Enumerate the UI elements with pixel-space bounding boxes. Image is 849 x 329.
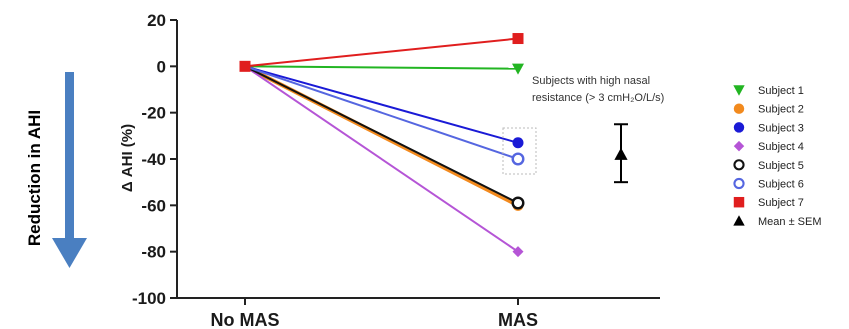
legend-label: Subject 4 <box>758 141 804 153</box>
mean-sem <box>614 123 628 184</box>
legend-label: Subject 1 <box>758 85 804 97</box>
legend-label: Subject 5 <box>758 160 804 172</box>
legend-item-subject-6: Subject 6 <box>733 177 804 191</box>
legend-item-subject-2: Subject 2 <box>733 103 804 116</box>
subject-7-point <box>512 33 524 45</box>
subject-1-line <box>244 65 519 70</box>
y-tick-label: -20 <box>141 104 166 123</box>
legend-marker-subject-5 <box>733 159 745 171</box>
reduction-arrow <box>52 72 87 268</box>
y-tick-label: -100 <box>132 289 166 308</box>
y-tick-label: 0 <box>157 57 166 76</box>
y-tick-label: 20 <box>147 11 166 30</box>
subject-1-point <box>512 63 524 75</box>
legend-marker-subject-6 <box>733 177 745 190</box>
legend-label: Subject 3 <box>758 122 804 134</box>
annotation-line-2: resistance (> 3 cmH₂O/L/s) <box>532 92 664 104</box>
legend-marker-subject-4 <box>733 140 745 152</box>
subject-6-point <box>511 152 525 166</box>
legend-item-subject-1: Subject 1 <box>733 85 804 97</box>
legend-label: Subject 7 <box>758 197 804 209</box>
legend-item-subject-4: Subject 4 <box>733 140 804 153</box>
x-tick-label: MAS <box>498 310 538 329</box>
legend-label: Mean ± SEM <box>758 216 822 228</box>
side-label: Reduction in AHI <box>25 110 44 246</box>
legend-item-mean-sem: Mean ± SEM <box>733 215 822 228</box>
y-axis-label: Δ AHI (%) <box>119 124 136 192</box>
subject-6-line <box>244 65 519 160</box>
subject-7-line <box>244 37 519 68</box>
series-markers <box>239 33 525 258</box>
subject-3-line <box>244 65 519 144</box>
subject-5-line <box>244 65 519 204</box>
series-lines <box>244 37 519 253</box>
axes: 20 0 -20 -40 -60 -80 -100 No MAS MAS <box>132 11 660 329</box>
y-tick-label: -80 <box>141 243 166 262</box>
subject-3-point <box>512 137 524 149</box>
baseline-point <box>239 60 251 72</box>
legend-marker-subject-2 <box>733 103 745 114</box>
legend-marker-subject-3 <box>733 122 745 133</box>
x-tick-label: No MAS <box>211 310 280 329</box>
legend-label: Subject 2 <box>758 104 804 116</box>
subject-4-line <box>244 65 519 253</box>
mean-point <box>614 147 628 160</box>
legend-item-subject-7: Subject 7 <box>733 196 804 209</box>
high-resistance-box <box>502 127 537 175</box>
y-tick-label: -60 <box>141 196 166 215</box>
legend-item-subject-5: Subject 5 <box>733 159 804 172</box>
legend-label: Subject 6 <box>758 179 804 191</box>
legend-marker-subject-1 <box>733 85 745 96</box>
annotation-line-1: Subjects with high nasal <box>532 75 650 87</box>
y-tick-label: -40 <box>141 150 166 169</box>
legend-item-subject-3: Subject 3 <box>733 122 804 134</box>
legend: Subject 1 Subject 2 Subject 3 Subject 4 Subj… <box>733 85 822 228</box>
subject-5-point <box>511 196 525 210</box>
legend-marker-subject-7 <box>733 196 745 208</box>
subject-4-point <box>512 246 524 258</box>
legend-marker-mean-sem <box>733 215 745 226</box>
